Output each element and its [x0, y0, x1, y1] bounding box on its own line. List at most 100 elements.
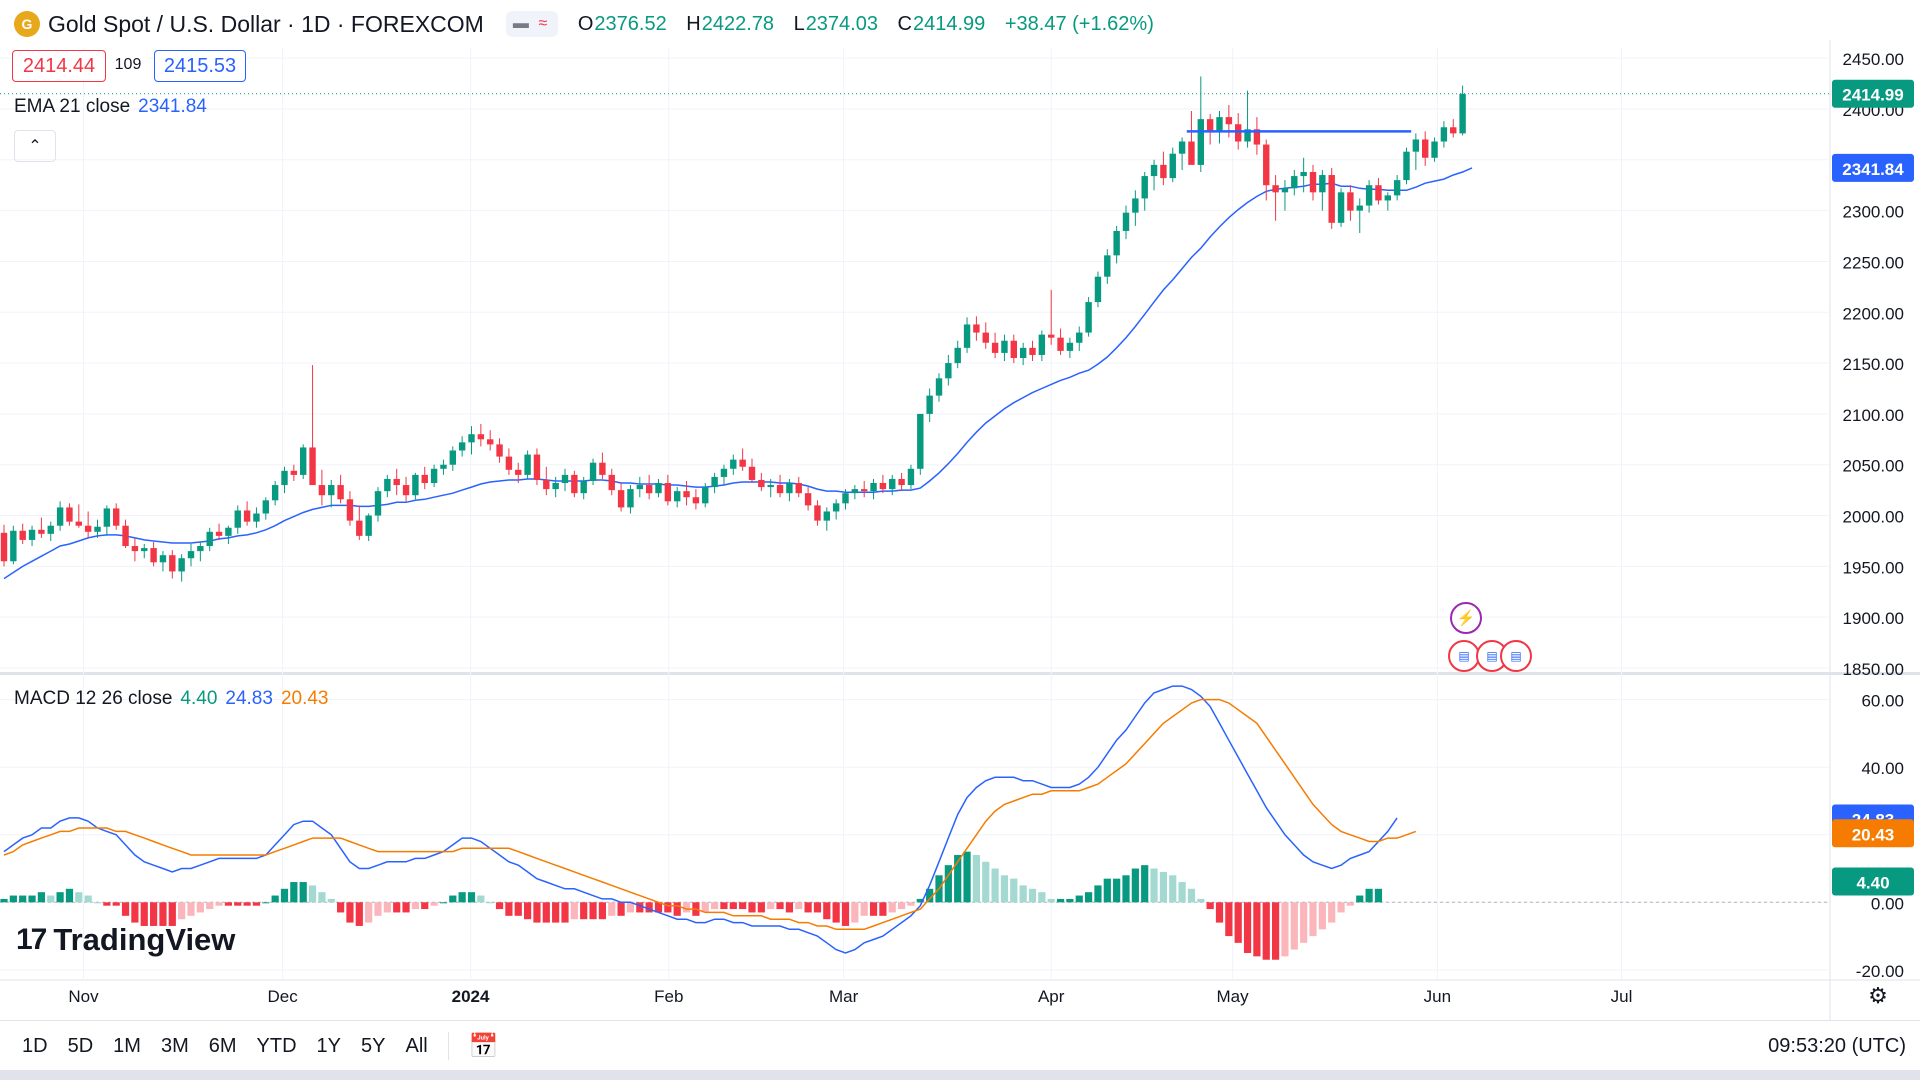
candle: [935, 373, 943, 402]
candle-body: [627, 489, 634, 508]
candle-body: [28, 529, 36, 540]
macd-line-value: 24.83: [225, 688, 273, 709]
macd-hist-bar: [1365, 888, 1373, 903]
candle: [1113, 225, 1120, 264]
candle: [141, 544, 148, 559]
candle: [122, 519, 129, 549]
ema-line: [3, 167, 1473, 580]
candle-body: [515, 469, 522, 475]
candle: [552, 476, 559, 498]
macd-hist-bar: [1356, 895, 1364, 903]
range-all[interactable]: All: [405, 1034, 428, 1057]
macd-tick-label: 60.00: [1861, 692, 1904, 711]
candle-body: [271, 485, 279, 501]
macd-hist-bar: [1028, 888, 1037, 903]
buy-price-button[interactable]: 2415.53: [154, 50, 246, 82]
sell-price-button[interactable]: 2414.44: [12, 50, 106, 82]
candle: [197, 541, 204, 562]
macd-hist-bar: [804, 902, 812, 913]
gold-coin-icon[interactable]: G: [14, 11, 40, 37]
candle-body: [10, 530, 17, 562]
macd-hist-bar: [1103, 878, 1111, 903]
candle: [253, 507, 260, 528]
last-price-tag-text: 2414.99: [1842, 86, 1903, 105]
macd-hist-bar: [337, 902, 345, 913]
macd-hist-bar: [626, 902, 635, 913]
candle-body: [1384, 195, 1391, 201]
candle-body: [1216, 117, 1223, 132]
candle-body: [215, 531, 223, 536]
range-1d[interactable]: 1D: [22, 1034, 48, 1057]
candle-body: [1019, 347, 1027, 358]
macd-hist-bar: [636, 902, 644, 913]
candle-body: [748, 466, 756, 480]
candle: [1356, 198, 1363, 233]
candle-body: [38, 529, 45, 534]
candle: [19, 523, 26, 544]
close-value: 2414.99: [913, 12, 986, 35]
candle-body: [1235, 124, 1242, 142]
candle: [1375, 178, 1382, 205]
candle: [10, 525, 17, 565]
candle-body: [1169, 153, 1176, 179]
macd-hist-bar: [196, 902, 204, 913]
wave-icon[interactable]: ≈: [538, 15, 548, 32]
candle-body: [84, 525, 92, 532]
candle: [271, 480, 279, 506]
candle-body: [692, 497, 700, 504]
us-flag-icon[interactable]: ▤: [1448, 640, 1480, 672]
candle-body: [935, 378, 943, 396]
macd-hist-bar: [393, 902, 401, 913]
range-ytd[interactable]: YTD: [256, 1034, 297, 1057]
chart-canvas[interactable]: 2450.002400.002350.002300.002250.002200.…: [0, 0, 1920, 1020]
range-1y[interactable]: 1Y: [316, 1034, 342, 1057]
macd-hist-bar: [907, 902, 915, 906]
candle: [75, 504, 82, 528]
range-1m[interactable]: 1M: [113, 1034, 141, 1057]
candle: [0, 524, 8, 567]
candle-body: [645, 485, 653, 494]
candle: [973, 316, 980, 341]
signal-value-tag-text: 20.43: [1852, 825, 1895, 844]
range-5y[interactable]: 5Y: [361, 1034, 386, 1057]
range-6m[interactable]: 6M: [208, 1034, 237, 1057]
candle: [337, 474, 344, 504]
us-flag-icon[interactable]: ▤: [1500, 640, 1532, 672]
macd-hist-bar: [1262, 902, 1270, 960]
minus-icon[interactable]: ▬: [512, 15, 529, 32]
candle-body: [47, 525, 54, 534]
macd-tick-label: 40.00: [1861, 759, 1904, 778]
macd-hist-bar: [1047, 898, 1055, 903]
range-3m[interactable]: 3M: [160, 1034, 189, 1057]
macd-hist-bar: [65, 888, 74, 903]
macd-hist-bar: [1318, 902, 1326, 930]
macd-hist-bar: [729, 902, 737, 910]
candle-body: [580, 480, 587, 494]
macd-hist-bar: [1159, 871, 1167, 903]
calendar-range-icon[interactable]: 📅: [468, 1032, 499, 1060]
lightning-icon[interactable]: ⚡: [1450, 602, 1482, 634]
candle-body: [225, 527, 232, 536]
candle-body: [711, 476, 718, 488]
macd-legend[interactable]: MACD 12 26 close 4.40 24.83 20.43: [14, 688, 328, 710]
gear-icon[interactable]: ⚙: [1868, 983, 1888, 1008]
pane-separator: [0, 672, 1920, 675]
ema-legend[interactable]: EMA 21 close 2341.84: [14, 96, 207, 118]
candle: [1188, 111, 1195, 165]
candle-body: [898, 478, 905, 486]
candle: [1253, 117, 1261, 155]
candle-body: [505, 456, 513, 470]
utc-clock[interactable]: 09:53:20 (UTC): [1768, 1034, 1906, 1057]
candle: [393, 468, 400, 496]
symbol-title[interactable]: Gold Spot / U.S. Dollar · 1D · FOREXCOM: [48, 10, 484, 37]
collapse-legend-button[interactable]: ⌃: [14, 130, 56, 162]
range-5d[interactable]: 5D: [67, 1034, 94, 1057]
candle: [870, 478, 877, 500]
indicator-toggle[interactable]: ▬ ≈: [505, 11, 558, 37]
hist-value-tag-text: 4.40: [1856, 873, 1889, 892]
candle: [599, 452, 606, 479]
time-tick-label: Mar: [829, 987, 859, 1006]
tradingview-logo[interactable]: 17 TradingView: [16, 922, 235, 958]
candle: [1440, 121, 1448, 148]
macd-hist-bar: [430, 902, 438, 906]
